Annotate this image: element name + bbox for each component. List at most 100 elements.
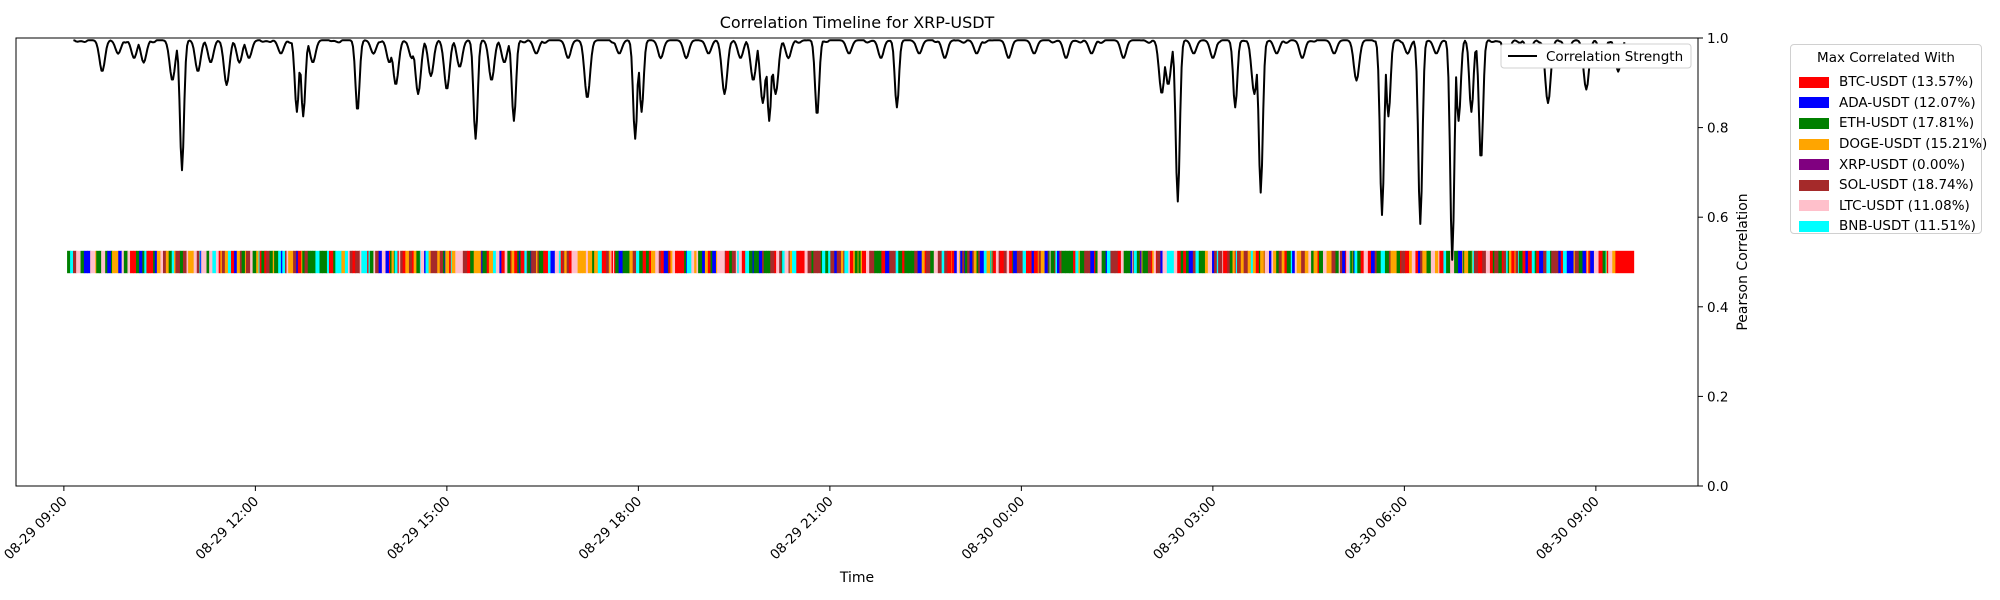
stripe-segment — [564, 250, 568, 274]
stripe-segment — [941, 250, 945, 274]
y-tick-label: 0.0 — [1707, 479, 1728, 495]
stripe-segment — [188, 250, 193, 274]
stripe-segment — [1085, 250, 1088, 274]
stripe-segment — [1463, 250, 1465, 274]
stripe-segment — [541, 250, 544, 274]
stripe-segment — [1246, 250, 1249, 274]
stripe-segment — [326, 250, 330, 274]
legend-label: BNB-USDT (11.51%) — [1839, 218, 1976, 235]
stripe-segment — [1392, 250, 1398, 274]
stripe-segment — [1037, 250, 1040, 274]
stripe-segment — [1084, 250, 1087, 274]
stripe-segment — [768, 250, 771, 274]
stripe-segment — [1370, 250, 1374, 274]
stripe-segment — [1408, 250, 1413, 274]
legend-item: DOGE-USDT (15.21%) — [1799, 134, 1987, 155]
stripe-segment — [186, 250, 189, 274]
stripe-segment — [1473, 250, 1479, 274]
stripe-segment — [1156, 250, 1161, 274]
stripe-segment — [1264, 250, 1266, 274]
stripe-segment — [361, 250, 366, 274]
stripe-segment — [610, 250, 612, 274]
stripe-segment — [670, 250, 673, 274]
stripe-segment — [992, 250, 997, 274]
stripe-segment — [1252, 250, 1257, 274]
stripe-segment — [1204, 250, 1209, 274]
stripe-segment — [967, 250, 971, 274]
stripe-segment — [848, 250, 851, 274]
stripe-segment — [1079, 250, 1085, 274]
stripe-segment — [737, 250, 740, 274]
stripe-segment — [1207, 250, 1213, 274]
stripe-segment — [381, 250, 386, 274]
stripe-segment — [1110, 250, 1115, 274]
stripe-segment — [139, 250, 143, 274]
legend-swatch — [1799, 117, 1829, 129]
stripe-segment — [492, 250, 497, 274]
stripe-segment — [302, 250, 305, 274]
stripe-segment — [537, 250, 540, 274]
stripe-segment — [895, 250, 899, 274]
stripe-segment — [1155, 250, 1157, 274]
stripe-segment — [580, 250, 583, 274]
stripe-segment — [1415, 250, 1419, 274]
stripe-segment — [335, 250, 337, 274]
stripe-segment — [1367, 250, 1372, 274]
stripe-segment — [1048, 250, 1051, 274]
stripe-segment — [144, 250, 147, 274]
stripe-segment — [911, 250, 915, 274]
stripe-segment — [1437, 250, 1439, 274]
y-tick-label: 0.8 — [1707, 121, 1728, 137]
stripe-segment — [95, 250, 97, 274]
stripe-segment — [1154, 250, 1157, 274]
legend-swatch — [1799, 97, 1829, 109]
stripe-segment — [1330, 250, 1332, 274]
stripe-segment — [1546, 250, 1551, 274]
stripe-segment — [1120, 250, 1125, 274]
stripe-segment — [437, 250, 441, 274]
stripe-segment — [1180, 250, 1184, 274]
stripe-segment — [1501, 250, 1504, 274]
stripe-segment — [1212, 250, 1215, 274]
stripe-segment — [1313, 250, 1318, 274]
legend-item: BTC-USDT (13.57%) — [1799, 72, 1987, 93]
stripe-segment — [749, 250, 753, 274]
stripe-segment — [1464, 250, 1469, 274]
stripe-segment — [1276, 250, 1280, 274]
stripe-segment — [1273, 250, 1277, 274]
stripe-segment — [1593, 250, 1599, 274]
stripe-segment — [107, 250, 112, 274]
stripe-segment — [792, 250, 797, 274]
stripe-segment — [390, 250, 392, 274]
x-tick-label: 08-29 15:00 — [384, 494, 454, 564]
x-tick-label: 08-30 03:00 — [1150, 494, 1220, 564]
stripe-segment — [636, 250, 640, 274]
stripe-segment — [1569, 250, 1574, 274]
stripe-segment — [473, 250, 478, 274]
stripe-segment — [1597, 250, 1599, 274]
stripe-segment — [930, 250, 935, 274]
legend-item: ETH-USDT (17.81%) — [1799, 113, 1987, 134]
stripe-segment — [731, 250, 737, 274]
stripe-segment — [1374, 250, 1378, 274]
stripe-segment — [439, 250, 444, 274]
stripe-segment — [1331, 250, 1336, 274]
stripe-segment — [1560, 250, 1564, 274]
y-tick-label: 1.0 — [1707, 31, 1728, 47]
stripe-segment — [1012, 250, 1014, 274]
stripe-segment — [1518, 250, 1523, 274]
stripe-segment — [702, 250, 706, 274]
stripe-segment — [788, 250, 791, 274]
stripe-segment — [1555, 250, 1559, 274]
stripe-segment — [1438, 250, 1440, 274]
stripe-segment — [577, 250, 580, 274]
stripe-segment — [367, 250, 369, 274]
stripe-segment — [209, 250, 213, 274]
stripe-segment — [1263, 250, 1265, 274]
stripe-segment — [1144, 250, 1149, 274]
line-legend-frame — [1500, 43, 1692, 69]
stripe-segment — [1294, 250, 1298, 274]
stripe-segment — [1114, 250, 1116, 274]
stripe-segment — [278, 250, 280, 274]
stripe-segment — [976, 250, 979, 274]
